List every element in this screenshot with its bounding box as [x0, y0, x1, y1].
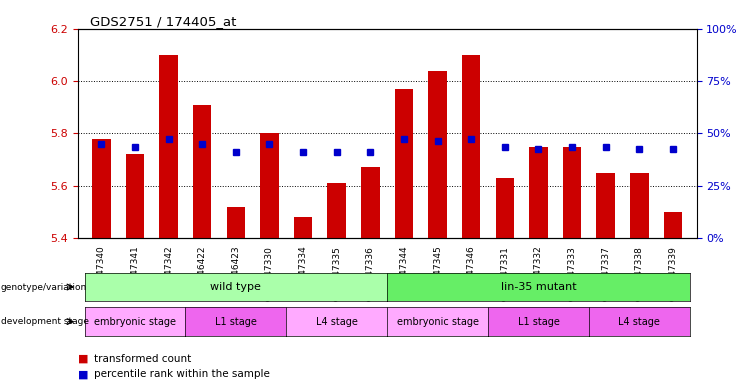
Text: L4 stage: L4 stage	[619, 316, 660, 327]
Text: L1 stage: L1 stage	[517, 316, 559, 327]
Text: GDS2751 / 174405_at: GDS2751 / 174405_at	[90, 15, 236, 28]
Bar	[597, 173, 615, 238]
Bar	[227, 207, 245, 238]
Text: embryonic stage: embryonic stage	[94, 316, 176, 327]
Bar	[563, 147, 582, 238]
Text: L1 stage: L1 stage	[215, 316, 257, 327]
Text: percentile rank within the sample: percentile rank within the sample	[94, 369, 270, 379]
Text: genotype/variation: genotype/variation	[1, 283, 87, 291]
Text: ■: ■	[78, 369, 88, 379]
Bar	[395, 89, 413, 238]
Text: development stage: development stage	[1, 317, 89, 326]
Text: L4 stage: L4 stage	[316, 316, 358, 327]
Text: lin-35 mutant: lin-35 mutant	[501, 282, 576, 292]
Bar	[328, 183, 346, 238]
Bar	[92, 139, 110, 238]
Text: wild type: wild type	[210, 282, 262, 292]
Bar	[159, 55, 178, 238]
Bar	[294, 217, 313, 238]
Bar	[529, 147, 548, 238]
Bar	[193, 105, 211, 238]
Bar	[664, 212, 682, 238]
Bar	[260, 134, 279, 238]
Bar	[630, 173, 648, 238]
Text: embryonic stage: embryonic stage	[396, 316, 479, 327]
Bar	[496, 178, 514, 238]
Bar	[126, 154, 144, 238]
Bar	[462, 55, 480, 238]
Bar	[428, 71, 447, 238]
Text: transformed count: transformed count	[94, 354, 191, 364]
Text: ■: ■	[78, 354, 88, 364]
Bar	[361, 167, 379, 238]
